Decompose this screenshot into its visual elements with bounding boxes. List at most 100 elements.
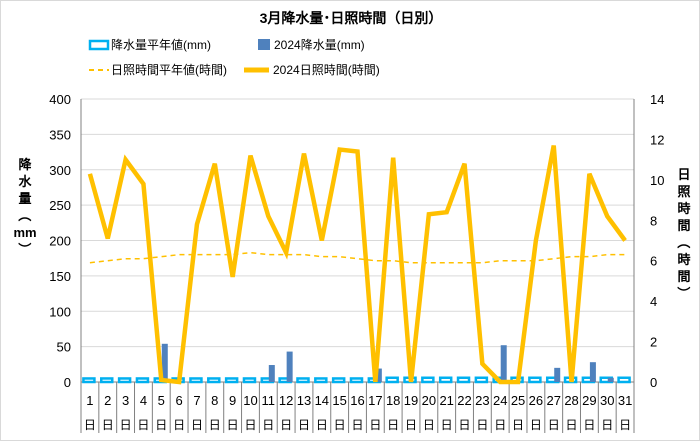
left-tick-label: 250: [49, 198, 71, 213]
left-tick-label: 50: [57, 340, 71, 355]
normal-precip-bar: [297, 378, 308, 382]
right-axis-label-char: 間: [677, 218, 690, 233]
x-tick-day-suffix: 日: [209, 418, 221, 432]
x-tick-day-suffix: 日: [459, 418, 471, 432]
x-tick-day-suffix: 日: [120, 418, 132, 432]
x-tick-label: 31: [618, 393, 632, 408]
x-tick-day-suffix: 日: [601, 418, 613, 432]
normal-sun-line: [90, 253, 625, 263]
precip-2024-bar: [608, 378, 614, 382]
x-tick-label: 12: [279, 393, 293, 408]
normal-precip-bar: [244, 378, 255, 382]
x-tick-label: 2: [104, 393, 111, 408]
right-axis-label-char: 日: [677, 167, 690, 182]
x-tick-label: 29: [582, 393, 596, 408]
left-tick-label: 200: [49, 234, 71, 249]
left-axis-label-char: ）: [17, 242, 32, 255]
right-tick-label: 14: [650, 92, 664, 107]
legend-swatch-precip-2024: [258, 39, 270, 50]
left-tick-label: 300: [49, 163, 71, 178]
x-tick-label: 22: [457, 393, 471, 408]
precip-2024-bar: [287, 352, 293, 382]
x-tick-label: 1: [86, 393, 93, 408]
x-tick-day-suffix: 日: [173, 418, 185, 432]
x-tick-label: 10: [243, 393, 257, 408]
normal-precip-bar: [226, 378, 237, 382]
x-tick-label: 3: [122, 393, 129, 408]
x-tick-day-suffix: 日: [387, 418, 399, 432]
gridlines: [81, 99, 634, 347]
right-axis-label: 日照時間（時間）: [676, 167, 691, 300]
right-tick-label: 6: [650, 254, 657, 269]
normal-precip-bar: [333, 378, 344, 382]
x-tick-label: 15: [332, 393, 346, 408]
x-tick-label: 17: [368, 393, 382, 408]
x-tick-day-suffix: 日: [102, 418, 114, 432]
x-axis-ticks: 1日2日3日4日5日6日7日8日9日10日11日12日13日14日15日16日1…: [84, 393, 632, 432]
x-tick-day-suffix: 日: [566, 418, 578, 432]
x-tick-label: 13: [297, 393, 311, 408]
normal-precip-bar: [619, 378, 630, 382]
x-tick-label: 30: [600, 393, 614, 408]
x-tick-day-suffix: 日: [369, 418, 381, 432]
x-tick-day-suffix: 日: [583, 418, 595, 432]
legend-label-precip-2024: 2024降水量(mm): [274, 38, 365, 52]
normal-precip-bar: [119, 378, 130, 382]
x-tick-label: 9: [229, 393, 236, 408]
normal-precip-bar: [190, 378, 201, 382]
x-tick-label: 24: [493, 393, 507, 408]
left-axis-label-char: 水: [18, 174, 32, 189]
right-axis-label-char: ）: [676, 286, 691, 299]
x-tick-day-suffix: 日: [441, 418, 453, 432]
x-tick-label: 16: [350, 393, 364, 408]
normal-precip-bar: [83, 378, 94, 382]
x-tick-label: 25: [511, 393, 525, 408]
right-tick-label: 12: [650, 132, 664, 147]
right-axis-label-char: （: [676, 235, 691, 248]
x-tick-label: 23: [475, 393, 489, 408]
x-tick-day-suffix: 日: [298, 418, 310, 432]
right-axis-label-char: 時: [677, 201, 690, 216]
x-tick-day-suffix: 日: [262, 418, 274, 432]
x-tick-label: 11: [262, 393, 276, 408]
x-tick-day-suffix: 日: [351, 418, 363, 432]
normal-precip-bar: [440, 378, 451, 382]
x-tick-label: 14: [315, 393, 329, 408]
right-tick-label: 10: [650, 173, 664, 188]
normal-precip-bar: [137, 378, 148, 382]
x-tick-label: 5: [158, 393, 165, 408]
precip-2024-bar: [269, 365, 275, 382]
left-axis-label-char: 量: [18, 191, 31, 206]
left-axis-label-char: （: [17, 208, 32, 221]
x-tick-day-suffix: 日: [476, 418, 488, 432]
left-axis-label: 降水量（mm）: [13, 157, 36, 256]
normal-precip-bar: [476, 378, 487, 382]
legend-swatch-normal-precip: [90, 41, 108, 49]
x-tick-label: 28: [564, 393, 578, 408]
x-tick-day-suffix: 日: [244, 418, 256, 432]
x-tick-day-suffix: 日: [280, 418, 292, 432]
normal-precip-bar: [208, 378, 219, 382]
x-tick-label: 6: [175, 393, 182, 408]
normal-precip-bar: [101, 378, 112, 382]
x-tick-day-suffix: 日: [137, 418, 149, 432]
x-tick-day-suffix: 日: [512, 418, 524, 432]
legend-label-normal-sun: 日照時間平年値(時間): [111, 62, 227, 77]
x-tick-day-suffix: 日: [316, 418, 328, 432]
precip-2024-bars: [162, 344, 614, 382]
x-tick-day-suffix: 日: [530, 418, 542, 432]
x-tick-label: 8: [211, 393, 218, 408]
x-tick-label: 19: [404, 393, 418, 408]
left-axis-label-char: mm: [13, 225, 36, 240]
x-tick-label: 4: [140, 393, 147, 408]
normal-precip-bar: [387, 378, 398, 382]
x-tick-label: 27: [546, 393, 560, 408]
x-tick-label: 21: [439, 393, 453, 408]
right-tick-label: 8: [650, 213, 657, 228]
x-tick-day-suffix: 日: [405, 418, 417, 432]
x-tick-label: 7: [193, 393, 200, 408]
